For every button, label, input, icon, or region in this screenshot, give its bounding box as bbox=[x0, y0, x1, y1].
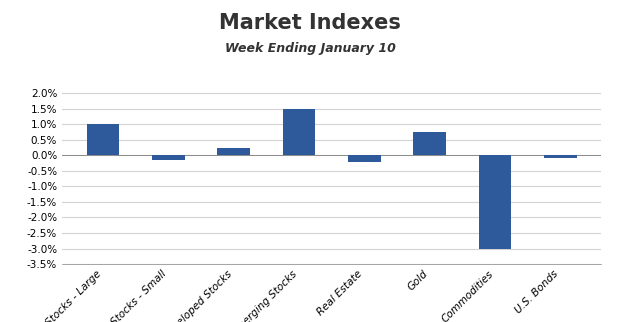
Text: Market Indexes: Market Indexes bbox=[219, 13, 401, 33]
Bar bbox=[414, 132, 446, 155]
Bar bbox=[87, 124, 119, 155]
Bar bbox=[152, 155, 185, 160]
Bar bbox=[283, 109, 316, 155]
Bar bbox=[348, 155, 381, 162]
Bar bbox=[544, 155, 577, 158]
Bar bbox=[479, 155, 511, 249]
Bar bbox=[217, 147, 250, 155]
Text: Week Ending January 10: Week Ending January 10 bbox=[224, 42, 396, 55]
